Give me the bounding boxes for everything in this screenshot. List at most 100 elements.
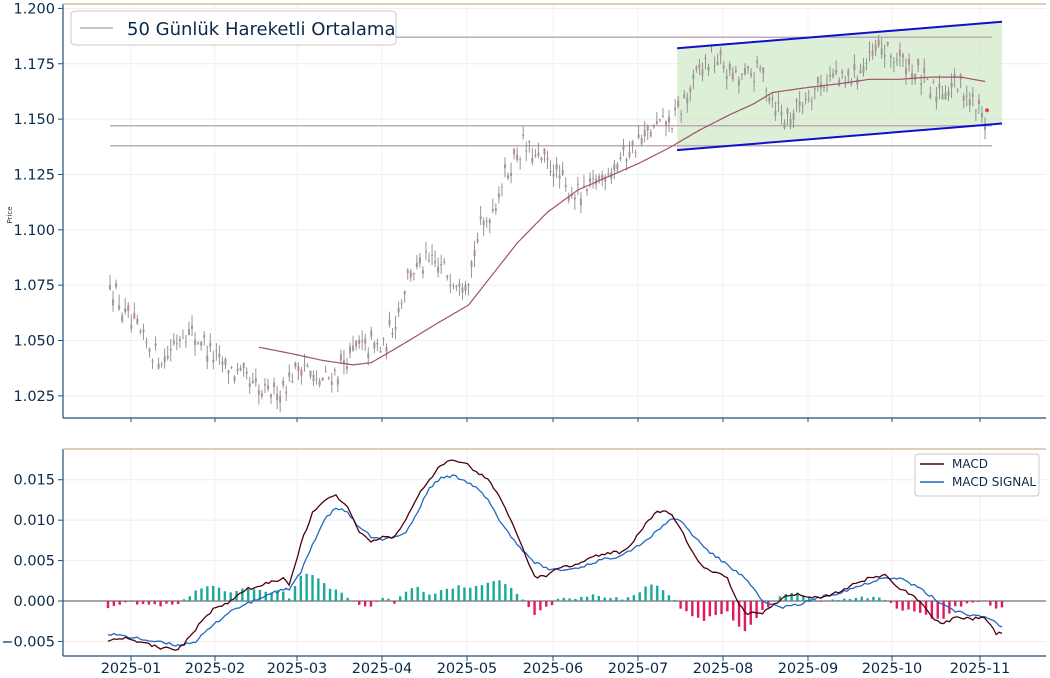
candle-body [315,379,318,381]
macd-histogram-bar [217,587,221,602]
candle-body [722,65,725,69]
candle-body [941,94,944,100]
candle-body [373,342,376,349]
macd-histogram-bar [977,601,980,602]
candle [218,345,221,365]
candle [391,328,394,338]
candle-body [865,63,868,65]
candle-body [813,88,816,90]
macd-histogram-bar [959,601,963,607]
candle [561,161,564,176]
macd-histogram-bar [252,589,256,602]
macd-histogram-bar [486,582,490,602]
candle-body [838,79,841,86]
candle [154,336,157,351]
candle-body [713,65,716,67]
candle [868,41,871,62]
candle-body [124,308,127,312]
candle [704,53,707,70]
candle-body [352,345,355,351]
candle-body [194,340,197,346]
candle-body [461,287,464,293]
macd-histogram-bar [714,601,717,615]
candle [883,44,886,68]
candle [184,334,187,348]
candle-body [127,305,130,312]
candle-body [704,57,707,60]
candle [531,147,534,166]
candle [671,127,674,133]
candle [151,358,154,369]
x-tick-label: 2025-09 [778,661,839,677]
candle-body [750,73,753,76]
candle-body [382,338,385,340]
candle-body [822,86,825,88]
candle [649,128,652,138]
candle [783,119,786,130]
candle-body [297,366,300,371]
candle-body [728,63,731,70]
candle [777,92,780,113]
macd-histogram-bar [837,600,840,602]
candle [318,377,321,388]
candle [276,385,279,410]
candle-body [877,39,880,47]
macd-histogram-bar [650,584,653,602]
candle [415,254,418,270]
macd-histogram-bar [112,601,116,606]
macd-y-tick-label: 0.000 [13,594,55,610]
candle [801,101,804,115]
macd-histogram-bar [422,591,425,602]
candle-body [379,351,382,353]
candle [807,89,810,103]
candle [327,376,330,381]
candle [194,331,197,356]
candle-body [649,132,652,137]
macd-histogram-bar [229,592,232,602]
candle-body [500,186,503,188]
candle-body [962,96,965,101]
candle [555,156,558,179]
candle-body [719,50,722,55]
candle [163,348,166,369]
candle-body [707,67,710,71]
macd-histogram-bar [907,601,910,610]
candle-body [467,284,470,286]
candle-body [443,261,446,263]
candle-body [655,121,658,124]
candle [312,370,315,387]
macd-histogram-bar [732,601,735,621]
macd-histogram-bar [404,591,408,602]
candle [121,312,124,324]
candle [962,93,965,109]
candle [750,67,753,79]
candle-body [816,77,819,84]
candle [534,148,537,159]
macd-histogram-bar [282,591,285,602]
candle-body [306,365,309,367]
candle [166,345,169,361]
candle [388,311,391,328]
candle-body [631,141,634,146]
candle-body [282,380,285,386]
macd-histogram-bar [352,600,355,602]
macd-histogram-bar [434,593,437,602]
candle [458,278,461,296]
candle [889,53,892,68]
candle-body [215,350,218,352]
macd-histogram-bar [936,601,939,619]
macd-histogram-bar [165,601,168,604]
candle [604,174,607,191]
candle [227,369,230,384]
macd-histogram-bar [550,601,554,606]
candle-body [236,368,239,372]
candle-body [537,152,540,156]
candle-body [136,318,139,324]
macd-histogram-bar [848,599,852,602]
candle-body [294,362,297,367]
macd-histogram-bar [562,597,565,602]
macd-line [107,459,1003,651]
candle-body [130,324,133,329]
candle-body [889,55,892,58]
candle-body [181,337,184,339]
